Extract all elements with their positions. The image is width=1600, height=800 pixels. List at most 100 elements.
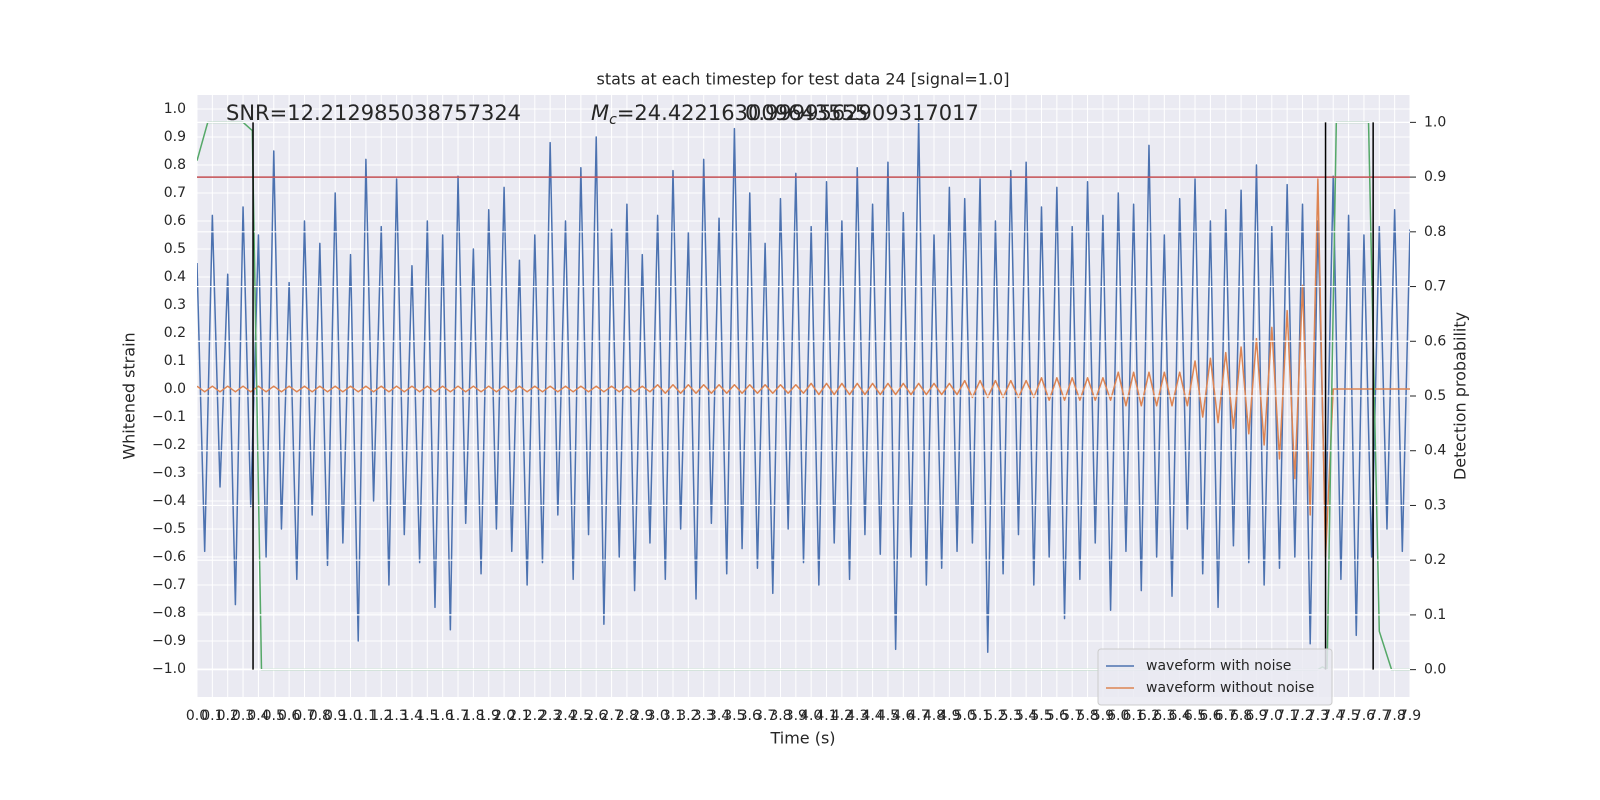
x-tick-label: 1.3	[385, 708, 407, 724]
x-tick-label: 6.1	[1122, 708, 1144, 724]
x-tick-label: 7.7	[1368, 708, 1390, 724]
y-tick-label: 1.0	[164, 101, 186, 117]
chart-title: stats at each timestep for test data 24 …	[597, 70, 1010, 89]
x-tick-label: 0.3	[232, 708, 254, 724]
x-axis-label: Time (s)	[769, 729, 835, 748]
x-tick-label: 2.9	[631, 708, 653, 724]
x-tick-label: 3.5	[723, 708, 745, 724]
x-tick-label: 2.6	[585, 708, 607, 724]
annotation-probability: 0.9999562909317017	[745, 101, 979, 125]
y-tick-label: 0.2	[164, 325, 186, 341]
x-tick-label: 6.5	[1184, 708, 1206, 724]
x-tick-label: 4.9	[938, 708, 960, 724]
x-tick-label: 4.3	[846, 708, 868, 724]
x-tick-label: 0.4	[247, 708, 269, 724]
y-tick-label: 0.9	[164, 129, 186, 145]
y-tick-label: 0.7	[164, 185, 186, 201]
legend: waveform with noise waveform without nois…	[1097, 648, 1333, 706]
y2-tick-label: 0.4	[1424, 443, 1446, 459]
x-tick-label: 4.0	[800, 708, 822, 724]
y-tick-label: 0.3	[164, 297, 186, 313]
legend-label: waveform without noise	[1146, 680, 1314, 696]
x-tick-label: 5.4	[1015, 708, 1037, 724]
series-line	[197, 119, 1410, 653]
x-tick-label: 0.0	[186, 708, 208, 724]
legend-box	[1097, 648, 1333, 706]
y-tick-label: 0.0	[164, 381, 186, 397]
x-tick-label: 4.4	[861, 708, 883, 724]
x-tick-label: 1.9	[478, 708, 500, 724]
y-tick-label: −0.4	[152, 493, 186, 509]
x-tick-label: 7.3	[1307, 708, 1329, 724]
x-tick-label: 5.2	[984, 708, 1006, 724]
x-tick-label: 0.7	[293, 708, 315, 724]
x-tick-label: 7.9	[1399, 708, 1421, 724]
y2-tick-label: 0.9	[1424, 169, 1446, 185]
y-tick-label: −0.5	[152, 521, 186, 537]
x-tick-label: 3.4	[708, 708, 730, 724]
x-tick-label: 2.8	[616, 708, 638, 724]
x-tick-label: 3.8	[769, 708, 791, 724]
x-tick-label: 2.4	[554, 708, 576, 724]
x-tick-label: 5.3	[1000, 708, 1022, 724]
x-tick-label: 5.0	[954, 708, 976, 724]
y-axis-label: Whitened strain	[120, 332, 139, 459]
x-tick-label: 2.2	[524, 708, 546, 724]
y-tick-label: −0.6	[152, 549, 186, 565]
x-tick-label: 0.1	[201, 708, 223, 724]
x-tick-label: 2.0	[493, 708, 515, 724]
x-tick-label: 7.1	[1276, 708, 1298, 724]
y2-tick-label: 1.0	[1424, 114, 1446, 130]
x-tick-label: 1.8	[462, 708, 484, 724]
series-line	[197, 178, 1410, 558]
x-tick-label: 7.2	[1291, 708, 1313, 724]
y-tick-label: 0.4	[164, 269, 186, 285]
x-tick-label: 3.9	[785, 708, 807, 724]
y-tick-label: −0.3	[152, 465, 186, 481]
y2-tick-label: 0.0	[1424, 662, 1446, 678]
x-tick-label: 1.5	[416, 708, 438, 724]
y2-tick-label: 0.6	[1424, 333, 1446, 349]
x-tick-label: 7.8	[1384, 708, 1406, 724]
y-tick-label: 0.5	[164, 241, 186, 257]
x-tick-label: 5.7	[1061, 708, 1083, 724]
x-tick-label: 6.7	[1215, 708, 1237, 724]
y2-tick-label: 0.3	[1424, 497, 1446, 513]
y-tick-label: −1.0	[152, 661, 186, 677]
x-tick-label: 7.0	[1261, 708, 1283, 724]
x-tick-label: 6.6	[1199, 708, 1221, 724]
y2-tick-label: 0.5	[1424, 388, 1446, 404]
x-tick-label: 5.5	[1030, 708, 1052, 724]
x-tick-label: 7.6	[1353, 708, 1375, 724]
x-tick-label: 5.6	[1046, 708, 1068, 724]
overlay	[197, 121, 1416, 671]
x-tick-label: 2.1	[508, 708, 530, 724]
x-tick-label: 3.2	[677, 708, 699, 724]
y-tick-label: −0.2	[152, 437, 186, 453]
x-tick-label: 0.9	[324, 708, 346, 724]
x-tick-label: 0.6	[278, 708, 300, 724]
mc-text: =24.422163009643555	[617, 101, 868, 125]
x-tick-label: 1.7	[447, 708, 469, 724]
x-tick-label: 2.7	[600, 708, 622, 724]
x-tick-label: 5.9	[1092, 708, 1114, 724]
y-tick-label: 0.8	[164, 157, 186, 173]
x-tick-label: 3.0	[647, 708, 669, 724]
x-tick-label: 4.6	[892, 708, 914, 724]
x-tick-label: 6.2	[1138, 708, 1160, 724]
x-tick-label: 6.0	[1107, 708, 1129, 724]
x-tick-label: 0.5	[263, 708, 285, 724]
x-tick-label: 2.3	[539, 708, 561, 724]
x-tick-label: 0.8	[309, 708, 331, 724]
y-tick-label: 0.1	[164, 353, 186, 369]
x-tick-label: 3.7	[754, 708, 776, 724]
x-tick-label: 7.4	[1322, 708, 1344, 724]
x-tick-label: 4.5	[877, 708, 899, 724]
y-tick-label: −0.7	[152, 577, 186, 593]
mc-symbol: M	[591, 101, 609, 125]
x-tick-label: 4.7	[908, 708, 930, 724]
x-tick-label: 1.2	[370, 708, 392, 724]
y2-tick-label: 0.8	[1424, 224, 1446, 240]
x-tick-label: 5.1	[969, 708, 991, 724]
